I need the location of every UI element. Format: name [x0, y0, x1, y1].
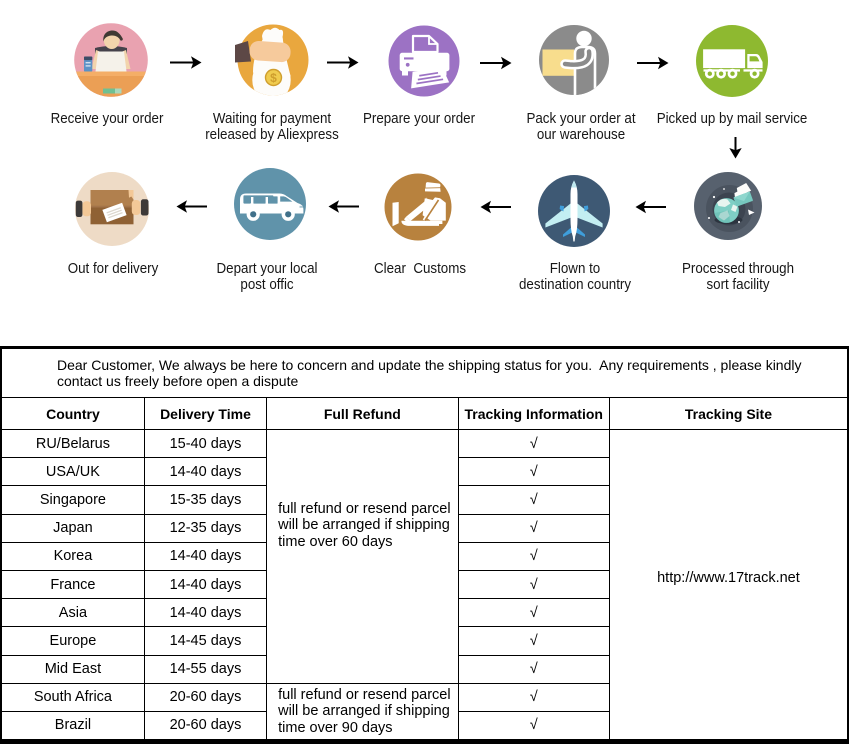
svg-text:$: $ [270, 71, 277, 85]
